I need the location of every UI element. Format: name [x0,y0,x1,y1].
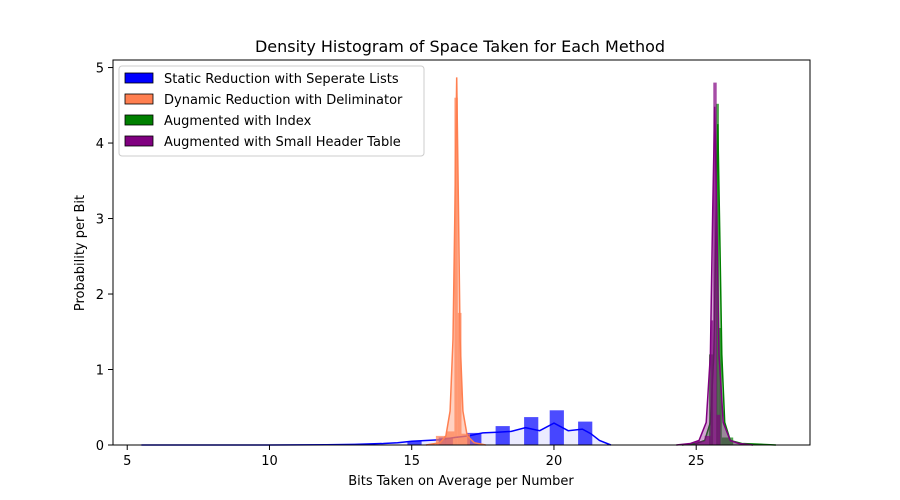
y-tick-label-5: 5 [96,62,104,77]
series-0-bin-6 [578,421,593,445]
series-3-bin-3 [713,82,717,445]
legend-label-1: Dynamic Reduction with Deliminator [164,93,403,108]
y-tick-label-2: 2 [96,288,104,303]
x-tick-label-2: 15 [403,454,420,469]
chart-title: Density Histogram of Space Taken for Eac… [255,37,665,56]
legend-label-0: Static Reduction with Seperate Lists [164,72,399,87]
series-1-bin-4 [461,433,470,445]
legend-label-2: Augmented with Index [164,114,312,129]
series-0-kde-area [141,423,611,445]
y-tick-label-3: 3 [96,213,104,228]
series-1 [425,77,486,446]
y-axis-label: Probability per Bit [73,195,88,311]
series-0-bin-4 [524,417,539,445]
series-3 [676,82,754,446]
x-axis-label: Bits Taken on Average per Number [348,474,574,489]
legend-swatch-0 [124,72,154,84]
series-3-bin-4 [716,414,721,445]
legend-swatch-1 [124,93,154,105]
series-0-bin-5 [549,410,564,445]
axes: 5 10 15 20 25 0 1 2 3 4 5 [96,59,811,469]
series-3-bin-0 [694,441,705,445]
legend-box [118,65,425,157]
x-tick-label-0: 5 [123,454,131,469]
legend-label-3: Augmented with Small Header Table [164,135,401,150]
series-1-bin-3 [457,312,462,445]
series-0-bin-0 [407,441,422,445]
y-tick-label-0: 0 [96,439,104,454]
series-3-bin-1 [704,435,711,445]
series-1-bin-2 [454,97,458,445]
x-tick-label-4: 25 [688,454,705,469]
legend-swatch-3 [124,135,154,147]
x-tick-label-3: 20 [546,454,563,469]
y-tick-label-4: 4 [96,137,104,152]
series-1-bin-1 [445,431,455,445]
series-1-bin-0 [435,435,446,445]
legend-swatch-2 [124,114,154,126]
series-0-bin-3 [495,426,510,445]
y-tick-label-1: 1 [96,364,104,379]
x-tick-label-1: 10 [261,454,278,469]
series-3-kde-line [676,106,754,446]
legend: Static Reduction with Seperate Lists Dyna… [118,65,425,157]
series-1-kde-line [425,77,486,446]
series-3-bin-2 [710,320,714,445]
axes-frame [112,59,811,446]
series-2-bin-3 [721,437,734,445]
